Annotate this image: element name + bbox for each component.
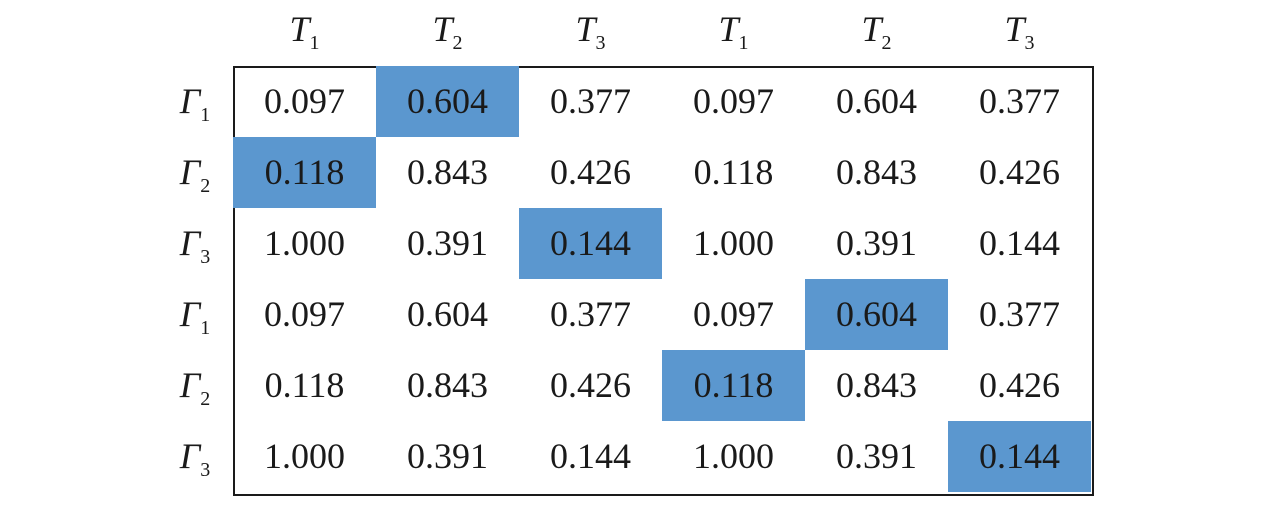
- column-header: T2: [805, 8, 948, 55]
- matrix-cell: 0.426: [979, 152, 1060, 192]
- row-header-subscript: 2: [200, 388, 211, 411]
- matrix-cell-highlighted: 0.118: [233, 137, 376, 208]
- matrix-cell: 0.377: [979, 294, 1060, 334]
- column-header-symbol: T: [1004, 9, 1025, 49]
- matrix-cell-highlighted: 0.144: [519, 208, 662, 279]
- matrix-cell: 0.118: [264, 365, 345, 405]
- matrix-cell: 0.426: [550, 152, 631, 192]
- row-header: Γ2: [165, 350, 225, 421]
- matrix-cell: 1.000: [693, 223, 774, 263]
- row-header-symbol: Γ: [179, 436, 201, 476]
- row-header-subscript: 1: [200, 317, 211, 340]
- matrix-cell: 0.097: [264, 81, 345, 121]
- row-header-symbol: Γ: [179, 152, 201, 192]
- matrix-cell: 0.391: [407, 436, 488, 476]
- column-header-symbol: T: [718, 9, 739, 49]
- matrix-cell: 1.000: [693, 436, 774, 476]
- matrix-cell: 0.377: [979, 81, 1060, 121]
- row-header: Γ3: [165, 421, 225, 492]
- matrix-cell: 0.843: [407, 152, 488, 192]
- matrix-cell: 0.097: [264, 294, 345, 334]
- matrix-cell: 0.391: [836, 223, 917, 263]
- row-header: Γ1: [165, 279, 225, 350]
- row-header-subscript: 3: [200, 246, 211, 269]
- row-header-symbol: Γ: [179, 223, 201, 263]
- matrix-cell: 0.377: [550, 81, 631, 121]
- column-header-subscript: 1: [309, 32, 320, 55]
- column-header-subscript: 3: [1024, 32, 1035, 55]
- column-header-symbol: T: [289, 9, 310, 49]
- matrix-cell: 0.097: [693, 81, 774, 121]
- matrix-cell: 0.426: [550, 365, 631, 405]
- matrix-cell-highlighted: 0.144: [948, 421, 1091, 492]
- column-header: T1: [233, 8, 376, 55]
- matrix-cell: 0.144: [979, 223, 1060, 263]
- row-header-symbol: Γ: [179, 81, 201, 121]
- column-header-subscript: 2: [452, 32, 463, 55]
- matrix-cell: 0.604: [836, 81, 917, 121]
- matrix-cell-highlighted: 0.604: [376, 66, 519, 137]
- row-header: Γ1: [165, 66, 225, 137]
- column-header-symbol: T: [575, 9, 596, 49]
- column-header-subscript: 1: [738, 32, 749, 55]
- value-matrix: 0.097 0.604 0.377 0.097 0.604 0.377 0.118 0.843…: [233, 66, 1094, 496]
- row-header: Γ2: [165, 137, 225, 208]
- matrix-cell-highlighted: 0.604: [805, 279, 948, 350]
- matrix-cell: 1.000: [264, 436, 345, 476]
- matrix-cell: 0.426: [979, 365, 1060, 405]
- column-header-symbol: T: [432, 9, 453, 49]
- matrix-cell: 0.377: [550, 294, 631, 334]
- matrix-cell: 0.391: [407, 223, 488, 263]
- matrix-cell: 0.391: [836, 436, 917, 476]
- row-header-subscript: 1: [200, 104, 211, 127]
- column-header-symbol: T: [861, 9, 882, 49]
- matrix-cell: 0.097: [693, 294, 774, 334]
- row-header-subscript: 2: [200, 175, 211, 198]
- row-header-symbol: Γ: [179, 294, 201, 334]
- matrix-cell: 0.843: [407, 365, 488, 405]
- matrix-cell: 0.118: [693, 152, 774, 192]
- matrix-cell: 0.604: [407, 294, 488, 334]
- row-header-subscript: 3: [200, 459, 211, 482]
- column-header: T3: [519, 8, 662, 55]
- matrix-cell: 0.843: [836, 152, 917, 192]
- matrix-cell: 0.144: [550, 436, 631, 476]
- column-header: T3: [948, 8, 1091, 55]
- column-header-subscript: 3: [595, 32, 606, 55]
- matrix-cell-highlighted: 0.118: [662, 350, 805, 421]
- matrix-cell: 1.000: [264, 223, 345, 263]
- column-header: T1: [662, 8, 805, 55]
- row-header: Γ3: [165, 208, 225, 279]
- column-header: T2: [376, 8, 519, 55]
- column-header-subscript: 2: [881, 32, 892, 55]
- row-header-symbol: Γ: [179, 365, 201, 405]
- matrix-cell: 0.843: [836, 365, 917, 405]
